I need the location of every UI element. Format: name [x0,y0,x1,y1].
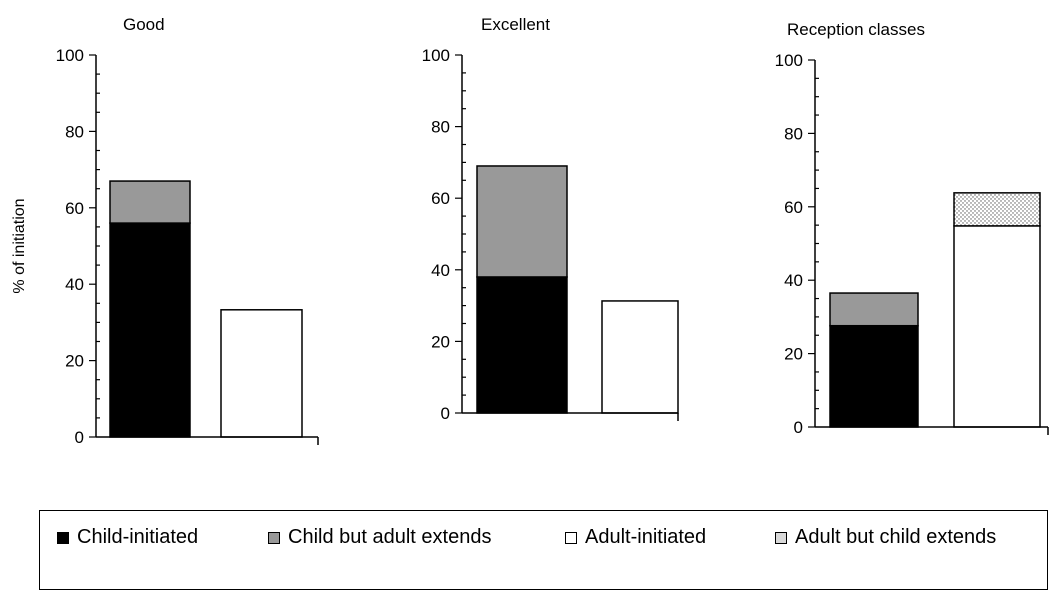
bar-child-but-adult-extends [109,180,191,224]
bar-child-but-adult-extends [829,292,919,327]
y-tick-label: 80 [784,124,803,143]
bar-child-initiated [476,276,568,414]
chart-panel-2: Excellent 0 20 40 60 80 100 [422,15,679,423]
y-tick-label: 0 [794,418,803,437]
y-tick-label: 60 [784,198,803,217]
y-tick-label: 20 [65,352,84,371]
legend-item-child-but-adult-extends: Child but adult extends [268,526,491,549]
bar-adult-initiated [601,300,679,414]
y-tick-label: 40 [65,275,84,294]
y-tick-label: 100 [422,46,450,65]
y-tick-label: 100 [775,51,803,70]
legend-item-adult-initiated: Adult-initiated [565,526,706,549]
legend-label: Child-initiated [77,526,199,548]
y-tick-label: 0 [441,404,450,423]
legend-swatch-adult-but-child-extends [775,531,787,544]
legend: Child-initiated Child but adult extends … [39,510,1048,590]
y-tick-label: 20 [431,332,450,351]
legend-label: Child but adult extends [288,526,492,548]
y-tick-label: 80 [65,122,84,141]
bar-adult-initiated [220,309,303,438]
y-axis-label: % of initiation [11,198,28,293]
bar-child-initiated [829,324,919,428]
bar-child-initiated [109,222,191,438]
legend-label: Adult but child extends [795,526,997,548]
legend-item-adult-but-child-extends: Adult but child extends [775,526,996,549]
chart-title: Reception classes [787,20,925,39]
chart-svg: Good% of initiation020406080100Excellent… [11,15,1049,447]
y-tick-label: 60 [431,189,450,208]
y-tick-label: 20 [784,345,803,364]
y-tick-label: 80 [431,118,450,137]
legend-item-child-initiated: Child-initiated [57,526,198,549]
legend-swatch-adult-initiated [565,531,577,544]
y-tick-label: 60 [65,199,84,218]
bar-adult-initiated [953,225,1041,428]
legend-swatch-child-but-adult-extends [268,531,280,544]
chart-figure: Good% of initiation 0 20 40 60 80 100 Excellent… [11,15,1049,447]
chart-panel-3: Reception classes 0 20 40 60 80 100 [775,20,1049,437]
bar-adult-but-child-extends [953,192,1041,227]
legend-swatch-child-initiated [57,531,69,544]
y-tick-label: 0 [75,428,84,447]
bar-child-but-adult-extends [476,165,568,278]
legend-label: Adult-initiated [585,526,707,548]
chart-panel-1: Good % of initiation 0 20 40 60 80 100 [11,15,319,447]
y-tick-label: 100 [56,46,84,65]
chart-title: Excellent [481,15,550,34]
chart-title: Good [123,15,165,34]
y-tick-label: 40 [431,261,450,280]
y-tick-label: 40 [784,271,803,290]
